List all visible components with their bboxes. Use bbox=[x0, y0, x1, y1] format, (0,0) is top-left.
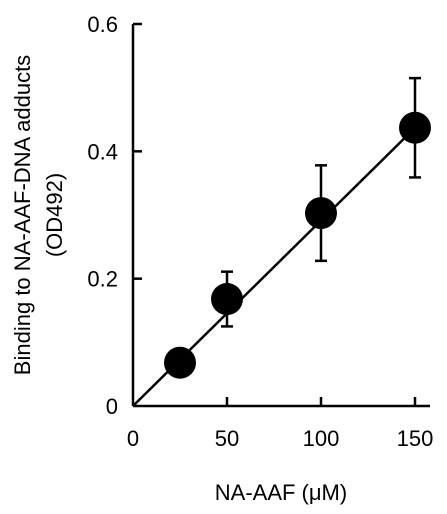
data-point bbox=[399, 111, 431, 144]
data-point bbox=[211, 283, 243, 316]
x-tick-label: 100 bbox=[303, 426, 340, 451]
x-tick-label: 0 bbox=[127, 426, 139, 451]
y-axis-title-line1: Binding to NA-AAF-DNA adducts bbox=[10, 55, 35, 375]
data-point bbox=[164, 346, 196, 379]
plot-area: 0 50 100 150 0 0.2 0.4 0.6 bbox=[87, 12, 433, 451]
data-points bbox=[164, 111, 431, 379]
y-tick-label: 0 bbox=[106, 394, 118, 419]
y-tick-label: 0.4 bbox=[87, 139, 118, 164]
x-tick-label: 150 bbox=[397, 426, 434, 451]
y-tick-label: 0.2 bbox=[87, 267, 118, 292]
y-axis-title-line2: (OD492) bbox=[42, 173, 67, 257]
data-point bbox=[305, 197, 337, 230]
y-axis-ticks: 0 0.2 0.4 0.6 bbox=[87, 12, 142, 419]
y-tick-label: 0.6 bbox=[87, 12, 118, 37]
x-axis-ticks: 0 50 100 150 bbox=[127, 397, 433, 451]
x-axis-title: NA-AAF (μM) bbox=[215, 480, 347, 505]
x-tick-label: 50 bbox=[215, 426, 239, 451]
